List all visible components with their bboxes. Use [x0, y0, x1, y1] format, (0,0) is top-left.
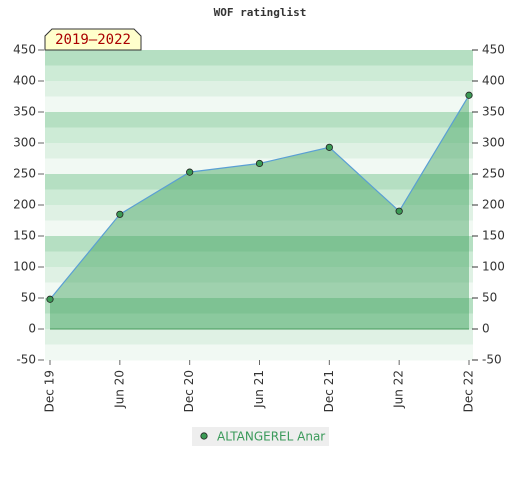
point — [186, 168, 194, 176]
chart-title: WOF ratinglist — [214, 6, 307, 19]
y-tick-label: 200 — [13, 198, 36, 212]
point — [116, 210, 124, 218]
point — [395, 207, 403, 215]
y2-tick-label: 150 — [482, 229, 505, 243]
point — [255, 159, 264, 168]
y-tick-label: 150 — [13, 229, 36, 243]
band — [45, 96, 473, 113]
y2-tick-label: 450 — [482, 43, 505, 57]
y2-tick-label: 250 — [482, 167, 505, 181]
band — [45, 344, 473, 361]
y-tick-label: 50 — [21, 291, 36, 305]
band — [45, 81, 473, 97]
x-tick-label: Jun 20 — [112, 370, 126, 409]
y2-tick-label: -50 — [482, 353, 502, 367]
annotation: 2019–2022 — [55, 32, 131, 48]
y-tick-label: 300 — [13, 136, 36, 150]
band — [45, 189, 473, 206]
band — [45, 251, 473, 268]
band — [45, 313, 473, 330]
y2-tick-label: 300 — [482, 136, 505, 150]
annotation-box — [44, 28, 142, 51]
legend-label: ALTANGEREL Anar — [217, 430, 325, 444]
band — [45, 236, 473, 252]
band — [45, 127, 473, 144]
band — [45, 267, 473, 283]
legend-marker — [200, 432, 208, 440]
band — [45, 65, 473, 82]
y2-tick-label: 400 — [482, 74, 505, 88]
y2-tick-label: 350 — [482, 105, 505, 119]
x-tick-label: Dec 22 — [462, 370, 476, 412]
point — [325, 143, 333, 151]
legend-box — [192, 427, 329, 446]
band — [45, 205, 473, 221]
band — [45, 298, 473, 314]
x-tick-label: Dec 21 — [322, 370, 336, 412]
y-tick-label: 250 — [13, 167, 36, 181]
band — [45, 50, 473, 66]
y-tick-label: 450 — [13, 43, 36, 57]
y2-tick-label: 0 — [482, 322, 490, 336]
x-tick-label: Jun 21 — [252, 370, 266, 409]
x-tick-label: Dec 19 — [43, 370, 57, 412]
band — [45, 174, 473, 190]
x-tick-label: Dec 20 — [182, 370, 196, 412]
y-tick-label: 400 — [13, 74, 36, 88]
y-tick-label: 100 — [13, 260, 36, 274]
band — [45, 282, 473, 299]
point — [465, 91, 473, 99]
y-tick-label: -50 — [16, 353, 36, 367]
y-tick-label: 0 — [28, 322, 36, 336]
background-bands — [45, 50, 473, 361]
y2-tick-label: 50 — [482, 291, 497, 305]
area — [50, 95, 469, 329]
band — [45, 112, 473, 128]
band — [45, 329, 473, 345]
y2-tick-label: 100 — [482, 260, 505, 274]
band — [45, 220, 473, 237]
x-tick-label: Jun 22 — [392, 370, 406, 409]
y-tick-label: 350 — [13, 105, 36, 119]
y2-tick-label: 200 — [482, 198, 505, 212]
point — [46, 295, 54, 303]
plot — [46, 91, 473, 330]
band — [45, 143, 473, 159]
